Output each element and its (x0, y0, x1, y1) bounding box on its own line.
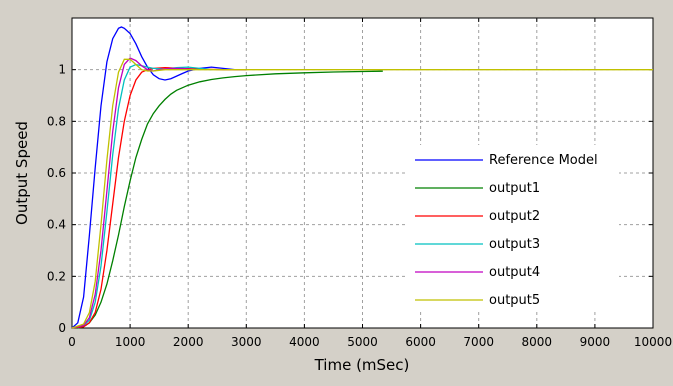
series-line-4 (71, 63, 212, 329)
y-tick-label-0.8: 0.8 (47, 114, 66, 128)
x-tick-label-7000: 7000 (463, 335, 494, 349)
x-tick-label-6000: 6000 (405, 335, 436, 349)
x-axis-label: Time (mSec) (314, 356, 410, 374)
y-tick-label-0.4: 0.4 (47, 218, 66, 232)
tick-labels: 0 1000 2000 3000 4000 5000 6000 7000 8000 9000 100… (47, 63, 672, 349)
legend-label-6: output5 (489, 293, 540, 308)
legend: Reference Model output1 output2 output3 outp… (407, 145, 619, 310)
x-tick-label-0: 0 (68, 335, 76, 349)
series-lines (71, 26, 653, 329)
y-tick-label-0: 0 (58, 321, 66, 335)
series-line-5 (71, 57, 195, 329)
series-line-2 (72, 70, 383, 329)
legend-box (407, 145, 619, 310)
legend-label-3: output2 (489, 209, 540, 224)
y-tick-label-1: 1 (58, 63, 66, 77)
legend-label-5: output4 (489, 265, 540, 280)
y-tick-label-0.2: 0.2 (47, 269, 66, 283)
legend-label-1: Reference Model (489, 153, 598, 168)
x-tick-label-3000: 3000 (231, 335, 262, 349)
x-tick-label-4000: 4000 (289, 335, 320, 349)
y-tick-label-0.6: 0.6 (47, 166, 66, 180)
x-tick-label-9000: 9000 (580, 335, 611, 349)
legend-label-2: output1 (489, 181, 540, 196)
x-tick-label-2000: 2000 (173, 335, 204, 349)
x-tick-label-5000: 5000 (347, 335, 378, 349)
series-line-6 (71, 58, 653, 329)
legend-label-4: output3 (489, 237, 540, 252)
x-tick-label-10000: 10000 (634, 335, 672, 349)
x-tick-label-1000: 1000 (115, 335, 146, 349)
y-axis-label: Output Speed (13, 121, 31, 225)
x-tick-label-8000: 8000 (522, 335, 553, 349)
